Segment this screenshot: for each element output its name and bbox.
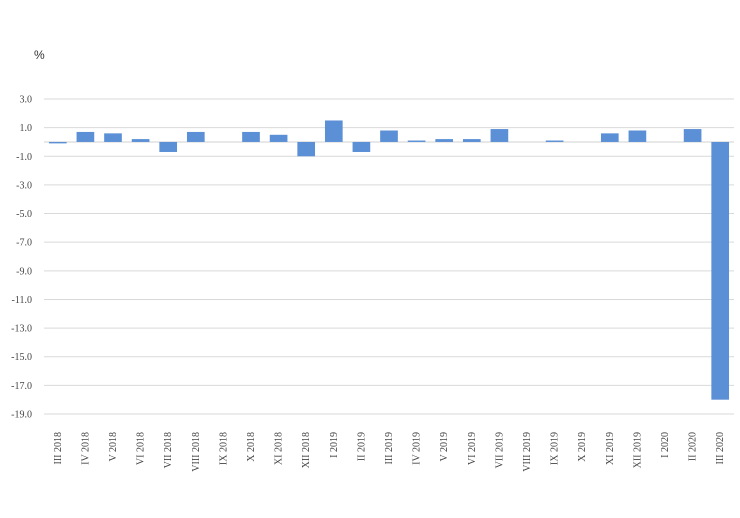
bar <box>380 130 398 142</box>
bars <box>48 120 730 400</box>
x-tick-label: XII 2018 <box>301 432 312 468</box>
x-tick-label: I 2020 <box>660 432 671 458</box>
bar <box>600 133 619 142</box>
x-tick-label: IV 2018 <box>80 432 91 465</box>
x-tick-label: IV 2019 <box>412 432 423 465</box>
x-tick-label: II 2020 <box>688 432 699 461</box>
x-tick-label: VII 2019 <box>494 432 505 468</box>
x-tick-label: VII 2018 <box>163 432 174 468</box>
bar <box>435 139 454 142</box>
x-tick-label: V 2019 <box>439 432 450 462</box>
x-tick-label: X 2018 <box>246 432 257 462</box>
bar <box>104 133 122 142</box>
x-tick-label: X 2019 <box>577 432 588 462</box>
y-tick-label: -9.0 <box>16 266 32 277</box>
x-tick-label: XI 2018 <box>274 432 285 465</box>
y-tick-label: -13.0 <box>11 324 32 335</box>
x-tick-label: XII 2019 <box>632 432 643 468</box>
y-tick-label: -7.0 <box>16 238 32 249</box>
bar <box>159 141 178 152</box>
bar <box>683 129 702 142</box>
x-tick-label: VI 2018 <box>136 432 147 465</box>
y-tick-label: 1.0 <box>20 123 33 134</box>
gridlines <box>44 98 734 415</box>
x-tick-label: I 2019 <box>329 432 340 458</box>
bar <box>490 129 509 142</box>
bar <box>186 131 205 142</box>
bar <box>48 141 67 144</box>
y-tick-label: -17.0 <box>11 381 32 392</box>
y-axis-ticks: 3.0 1.0 -1.0 -3.0 -5.0 -7.0 -9.0 -11.0 -13.0 -15.… <box>11 95 32 421</box>
bar <box>324 120 343 142</box>
bar <box>352 141 371 152</box>
bar <box>297 141 316 157</box>
y-tick-label: -19.0 <box>11 410 32 421</box>
bar <box>628 130 647 142</box>
bar <box>462 139 481 142</box>
bar <box>407 140 426 142</box>
bar <box>76 131 95 142</box>
y-tick-label: -5.0 <box>16 209 32 220</box>
bar <box>545 140 564 142</box>
x-tick-label: III 2018 <box>53 432 64 465</box>
x-tick-label: II 2019 <box>356 432 367 461</box>
x-tick-label: IX 2018 <box>218 432 229 465</box>
x-axis-ticks: III 2018 IV 2018 V 2018 VI 2018 VII 2018 VIII… <box>53 432 726 472</box>
x-tick-label: III 2019 <box>384 432 395 465</box>
x-tick-label: VI 2019 <box>467 432 478 465</box>
x-tick-label: V 2018 <box>108 432 119 462</box>
bar <box>242 131 260 142</box>
y-tick-label: -15.0 <box>11 352 32 363</box>
y-tick-label: -11.0 <box>12 295 32 306</box>
y-axis-unit-label: % <box>34 48 45 62</box>
bar <box>269 134 288 142</box>
x-tick-label: III 2020 <box>715 432 726 465</box>
y-tick-label: -1.0 <box>16 152 32 163</box>
bar <box>131 139 150 142</box>
x-tick-label: VIII 2019 <box>522 432 533 472</box>
x-tick-label: IX 2019 <box>550 432 561 465</box>
y-tick-label: 3.0 <box>20 95 33 106</box>
x-tick-label: XI 2019 <box>605 432 616 465</box>
y-tick-label: -3.0 <box>16 180 32 191</box>
bar <box>711 141 730 400</box>
x-tick-label: VIII 2018 <box>191 432 202 472</box>
